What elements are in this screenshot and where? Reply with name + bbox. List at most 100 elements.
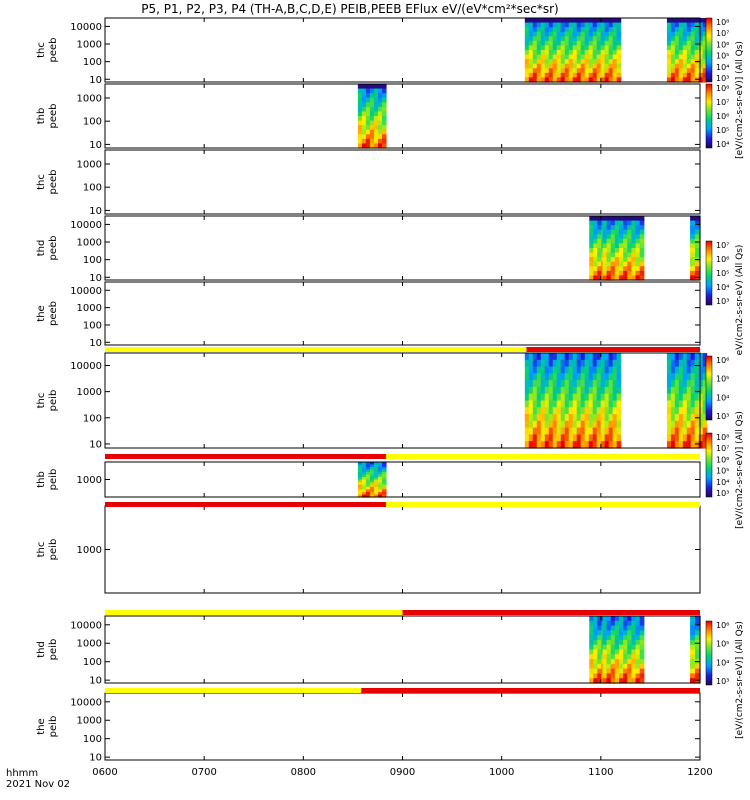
spectrogram-cell	[695, 275, 701, 281]
spectrogram-cell	[548, 31, 554, 37]
spectrogram-cell	[528, 72, 534, 79]
spectrogram-cell	[524, 420, 530, 429]
spectrogram-cell	[548, 54, 554, 60]
spectrogram-cell	[614, 678, 620, 684]
spectrogram-cell	[612, 427, 618, 436]
spectrogram-cell	[631, 630, 637, 636]
spectrogram-cell	[614, 216, 620, 222]
colorbar-label: 10³	[716, 677, 729, 686]
spectrogram-cell	[623, 275, 628, 281]
spectrogram-cell	[604, 18, 610, 24]
spectrogram-cell	[698, 63, 704, 69]
spectrogram-cell	[588, 427, 594, 436]
spectrogram-cell	[580, 18, 586, 24]
spectrogram-cell	[698, 427, 704, 436]
spectrogram-cell	[592, 22, 598, 28]
spectrogram-cell	[678, 40, 684, 47]
spectrogram-cell	[589, 252, 594, 258]
spectrogram-cell	[540, 393, 546, 402]
spectrogram-cell	[544, 414, 550, 422]
spectrogram-cell	[361, 111, 367, 117]
spectrogram-cell	[623, 229, 628, 235]
spectrogram-cell	[588, 27, 594, 33]
colorbar-label: 10⁸	[716, 433, 729, 442]
spectrogram-cell	[528, 59, 534, 65]
spectrogram-cell	[606, 270, 612, 277]
spectrogram-cell	[682, 18, 688, 24]
spectrogram-cell	[682, 50, 688, 56]
spectrogram-cell	[614, 630, 620, 636]
spectrogram-cell	[540, 386, 546, 395]
spectrogram-cell	[666, 77, 672, 83]
spectrogram-cell	[608, 420, 614, 429]
spectrogram-cell	[666, 407, 672, 415]
spectrogram-cell	[690, 427, 696, 436]
spectrogram-cell	[556, 59, 562, 65]
spectrogram-cell	[690, 359, 696, 368]
spectrogram-cell	[556, 353, 562, 361]
spectrogram-cell	[690, 31, 696, 37]
spectrogram-cell	[600, 22, 606, 28]
spectrogram-cell	[365, 84, 371, 90]
spectrogram-cell	[544, 36, 550, 42]
spectrogram-cell	[623, 663, 628, 670]
spectrogram-cell	[670, 68, 676, 74]
spectrogram-cell	[612, 366, 618, 374]
spectrogram-cell	[694, 68, 700, 74]
spectrogram-cell	[698, 366, 704, 374]
spectrogram-block	[666, 18, 708, 83]
spectrogram-cell	[381, 125, 387, 131]
spectrogram-cell	[381, 467, 387, 471]
spectrogram-cell	[608, 68, 614, 74]
spectrogram-cell	[608, 36, 614, 42]
spectrogram-cell	[610, 275, 616, 281]
spectrogram-cell	[560, 18, 566, 24]
spectrogram-cell	[568, 407, 574, 415]
spectrogram-cell	[373, 129, 379, 135]
spectrogram-cell	[568, 420, 574, 429]
spectrogram-cell	[596, 50, 602, 56]
spectrogram-cell	[678, 407, 684, 415]
spectrogram-cell	[548, 63, 554, 69]
spectrogram-cell	[524, 414, 530, 422]
spectrogram-cell	[635, 635, 641, 641]
spectrogram-cell	[695, 266, 701, 272]
spectrogram-cell	[602, 630, 608, 636]
spectrogram-cell	[702, 18, 708, 24]
spectrogram-cell	[540, 414, 546, 422]
spectrogram-cell	[606, 252, 612, 258]
spectrogram-cell	[357, 464, 363, 468]
spectrogram-cell	[373, 479, 379, 483]
spectrogram-cell	[695, 635, 701, 641]
spectrogram-cell	[377, 88, 383, 94]
spectrogram-cell	[674, 373, 680, 381]
x-tick-label: 1200	[687, 767, 712, 778]
spectrogram-cell	[702, 434, 708, 442]
spectrogram-cell	[686, 441, 692, 449]
spectrogram-cell	[584, 353, 590, 361]
y-tick-label: 1000	[77, 387, 102, 398]
spectrogram-cell	[602, 616, 608, 622]
spectrogram-cell	[597, 659, 602, 665]
spectrogram-cell	[686, 45, 692, 51]
spectrogram-cell	[540, 353, 546, 361]
spectrogram-cell	[698, 353, 704, 361]
spectrogram-cell	[686, 380, 692, 388]
spectrogram-cell	[694, 27, 700, 33]
spectrogram-cell	[635, 266, 641, 272]
spectrogram-cell	[666, 434, 672, 442]
spectrogram-cell	[602, 654, 608, 660]
spectrogram-cell	[540, 27, 546, 33]
spectrogram-cell	[616, 393, 622, 402]
spectrogram-cell	[524, 407, 530, 415]
spectrogram-cell	[365, 479, 371, 483]
spectrogram-cell	[682, 414, 688, 422]
spectrogram-cell	[580, 373, 586, 381]
spectrogram-cell	[373, 97, 379, 103]
spectrogram-cell	[627, 649, 633, 655]
spectrogram-cell	[597, 257, 602, 263]
spectrogram-cell	[702, 40, 708, 47]
mode-bar-segment	[526, 347, 700, 352]
